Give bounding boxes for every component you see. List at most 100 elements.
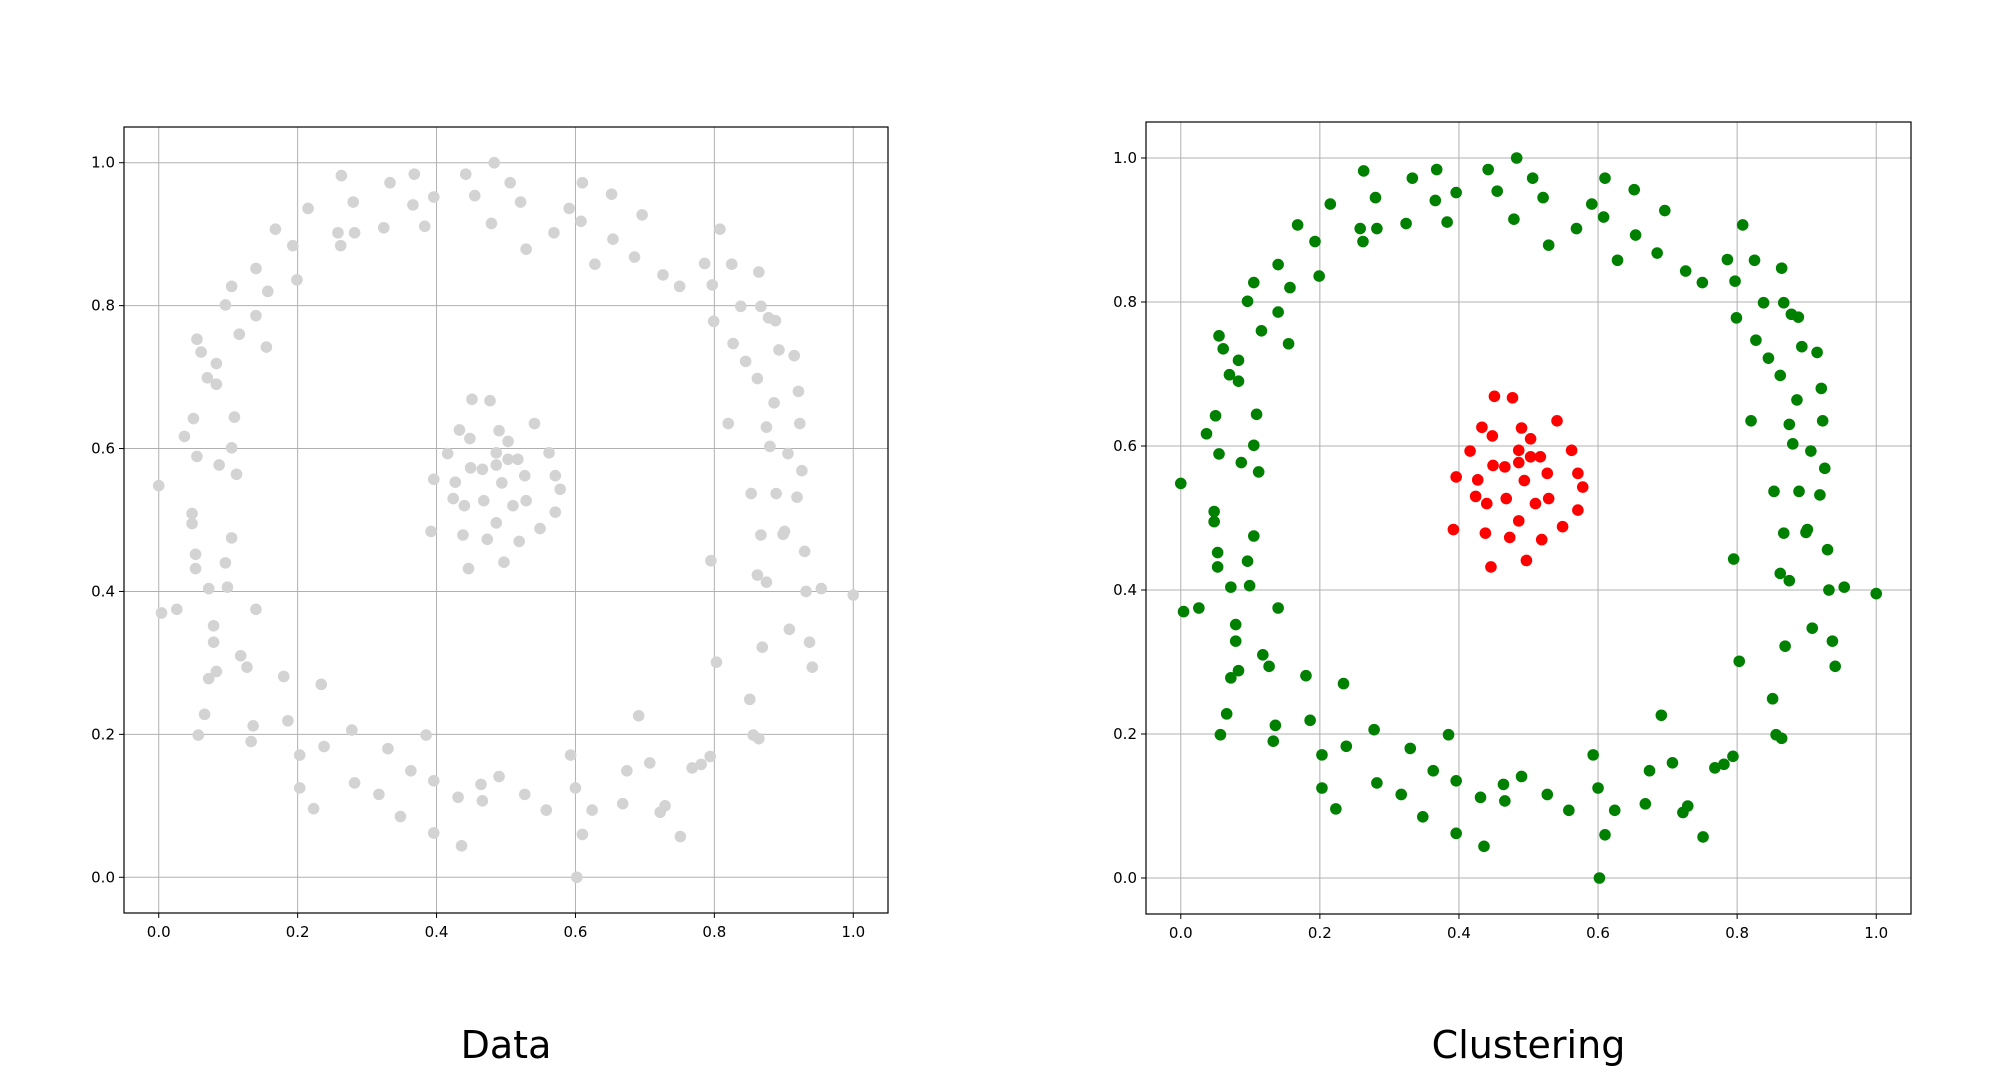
point <box>1585 198 1598 210</box>
point <box>1748 254 1761 267</box>
point <box>302 202 314 215</box>
point <box>706 279 719 291</box>
point <box>1775 732 1788 745</box>
point <box>498 556 510 568</box>
point <box>549 506 562 518</box>
point <box>710 656 723 668</box>
point <box>250 309 262 322</box>
point <box>1838 581 1851 593</box>
point <box>540 804 553 816</box>
point <box>783 623 796 636</box>
x-tick-label: 0.6 <box>564 923 588 941</box>
y-tick-label: 0.8 <box>91 297 115 315</box>
point <box>564 749 577 761</box>
point <box>1503 531 1516 544</box>
point <box>247 719 259 732</box>
point <box>739 355 752 368</box>
point <box>269 223 282 235</box>
point <box>745 487 757 500</box>
point <box>1766 692 1779 705</box>
point <box>1541 467 1554 480</box>
point <box>441 447 454 460</box>
point <box>1628 183 1641 196</box>
point <box>1241 555 1254 567</box>
point <box>1811 346 1823 359</box>
y-tick-label: 0.4 <box>1113 581 1137 599</box>
point <box>1213 330 1225 342</box>
point <box>725 258 738 270</box>
point <box>394 810 407 823</box>
point <box>1229 618 1242 631</box>
point <box>518 469 531 482</box>
point <box>464 432 476 445</box>
point <box>1814 489 1826 501</box>
point <box>382 742 394 755</box>
point <box>727 337 739 350</box>
point <box>504 176 516 189</box>
point <box>261 285 274 298</box>
point <box>250 603 262 616</box>
point <box>528 417 541 430</box>
point <box>1208 505 1220 518</box>
point <box>490 447 503 459</box>
point <box>348 226 361 239</box>
point <box>348 777 361 789</box>
point <box>1829 660 1841 673</box>
point <box>1816 415 1829 427</box>
point <box>1324 198 1337 210</box>
point <box>1247 530 1260 542</box>
point <box>698 257 711 270</box>
x-tick-label: 0.8 <box>702 923 726 941</box>
point <box>1255 325 1268 337</box>
point <box>1476 421 1488 434</box>
point <box>1659 204 1671 217</box>
point <box>427 775 440 787</box>
point <box>643 757 656 769</box>
point <box>636 209 648 221</box>
point <box>1309 235 1321 248</box>
point <box>1225 581 1237 593</box>
point <box>1282 337 1295 350</box>
point <box>575 215 587 228</box>
point <box>1243 579 1256 592</box>
point <box>466 393 478 406</box>
point <box>477 494 490 507</box>
point <box>514 196 527 208</box>
point <box>1681 800 1694 812</box>
point <box>468 189 481 202</box>
point <box>484 394 496 407</box>
point <box>1257 649 1269 661</box>
chart: 0.0 0.2 0.4 0.6 0.8 1.0 0.0 0.2 0.4 0.6 0.8 1.0 Data <box>91 126 889 1067</box>
chart: 0.0 0.2 0.4 0.6 0.8 1.0 0.0 0.2 0.4 0.6 0.8 1.0 Clus… <box>1113 121 1912 1067</box>
point <box>1783 574 1796 587</box>
point <box>512 453 524 466</box>
point <box>1416 811 1429 823</box>
point <box>1429 194 1442 207</box>
point <box>178 430 191 443</box>
point <box>760 576 773 588</box>
point <box>407 199 419 211</box>
x-tick-label: 0.0 <box>147 923 171 941</box>
point <box>751 569 764 581</box>
point <box>1247 276 1260 289</box>
point <box>1508 213 1520 225</box>
point <box>1486 430 1499 442</box>
point <box>493 770 505 783</box>
point <box>782 447 794 460</box>
point <box>806 661 819 673</box>
point <box>1464 445 1476 457</box>
point <box>1252 466 1265 478</box>
point <box>755 300 767 313</box>
point <box>490 459 503 471</box>
point <box>548 226 560 239</box>
point <box>207 619 220 632</box>
point <box>1643 764 1656 777</box>
point <box>1450 775 1462 787</box>
point <box>1450 471 1462 483</box>
point <box>425 525 437 538</box>
chart-title: Clustering <box>1432 1023 1626 1067</box>
x-tick-label: 0.2 <box>1308 924 1332 942</box>
point <box>686 762 698 774</box>
point <box>792 385 805 398</box>
point <box>346 724 358 736</box>
